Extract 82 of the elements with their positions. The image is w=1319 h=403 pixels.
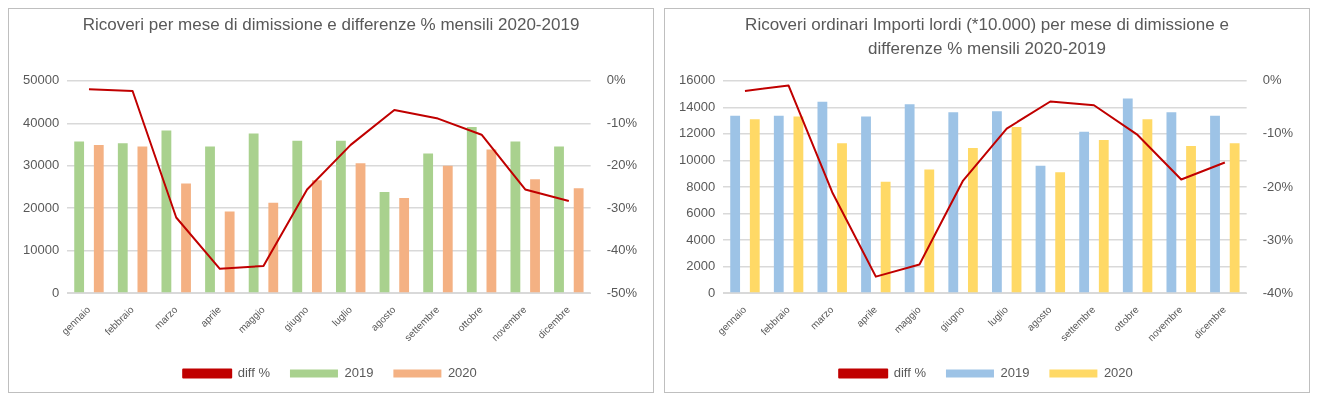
y-tick-label: 20000 (22, 199, 60, 215)
bar (924, 169, 935, 293)
legend-label: 2020 (1103, 365, 1133, 381)
bar (1035, 165, 1046, 293)
y-tick-label: 10000 (22, 242, 60, 258)
y2-tick-label: -10% (606, 114, 638, 130)
bar (904, 104, 915, 293)
bar (1055, 172, 1066, 293)
y2-tick-label: 0% (1262, 72, 1282, 88)
y2-tick-label: -40% (606, 242, 638, 258)
y-tick-label: 12000 (678, 125, 716, 141)
bar (379, 192, 390, 293)
bar (1122, 98, 1133, 293)
legend-label: 2020 (447, 365, 477, 381)
bar (991, 111, 1002, 293)
y2-tick-label: -20% (606, 157, 638, 173)
bar (948, 112, 959, 293)
bar (268, 202, 279, 293)
y2-tick-label: -50% (606, 284, 638, 300)
bar (486, 149, 497, 293)
y2-tick-label: 0% (606, 72, 626, 88)
y2-tick-label: -30% (606, 199, 638, 215)
bar (837, 143, 847, 293)
bar (248, 133, 259, 293)
bar (442, 165, 453, 293)
bar (117, 143, 128, 293)
y2-tick-label: -40% (1262, 284, 1294, 300)
bar (1011, 127, 1022, 293)
y-tick-label: 8000 (686, 178, 716, 194)
bar (312, 180, 322, 293)
legend-label: 2019 (344, 365, 374, 381)
legend-label: diff % (237, 365, 271, 381)
bar (335, 140, 346, 293)
bar (1166, 112, 1177, 293)
bar (74, 141, 85, 293)
bar (399, 197, 410, 293)
y-tick-label: 10000 (678, 151, 716, 167)
bar (1210, 115, 1220, 293)
y2-tick-label: -10% (1262, 125, 1294, 141)
bar (749, 119, 760, 293)
legend-label: diff % (893, 365, 927, 381)
bar (1098, 139, 1109, 293)
y-tick-label: 6000 (686, 205, 716, 221)
y-tick-label: 40000 (22, 114, 60, 130)
chart-title: Ricoveri per mese di dimissione e differenze % mensili 2020-2019 (81, 14, 581, 36)
bar (1186, 145, 1196, 293)
bar (466, 127, 477, 293)
bar (880, 181, 891, 293)
chart-title: Ricoveri ordinari Importi lordi (*10.000) per mese di dimissione e differenze % mensili 2020-2019 (744, 14, 1230, 60)
y-tick-label: 14000 (678, 98, 716, 114)
bar (355, 163, 366, 293)
bar (530, 179, 540, 293)
bar (292, 140, 303, 293)
y-tick-label: 16000 (678, 72, 716, 88)
y-tick-label: 50000 (22, 72, 60, 88)
legend-label: 2019 (1000, 365, 1030, 381)
y2-tick-label: -30% (1262, 231, 1294, 247)
y-tick-label: 30000 (22, 157, 60, 173)
bar (554, 146, 564, 293)
bar (161, 130, 172, 293)
bar (817, 101, 828, 293)
bar (423, 153, 434, 293)
bar (1229, 143, 1240, 293)
bar (510, 141, 521, 293)
bar (181, 183, 191, 293)
y2-tick-label: -20% (1262, 178, 1294, 194)
bar (224, 211, 235, 293)
y-tick-label: 0 (51, 284, 60, 300)
bar (773, 115, 784, 293)
bar (573, 188, 584, 293)
bar (93, 144, 104, 293)
y-tick-label: 4000 (686, 231, 716, 247)
bar (730, 115, 741, 293)
bar (793, 116, 804, 293)
bar (968, 147, 978, 293)
bar (205, 146, 215, 293)
bar (137, 146, 148, 293)
bar (1079, 131, 1090, 293)
y-tick-label: 2000 (686, 258, 716, 274)
bar (1142, 119, 1153, 293)
bar (861, 116, 871, 293)
y-tick-label: 0 (707, 284, 716, 300)
